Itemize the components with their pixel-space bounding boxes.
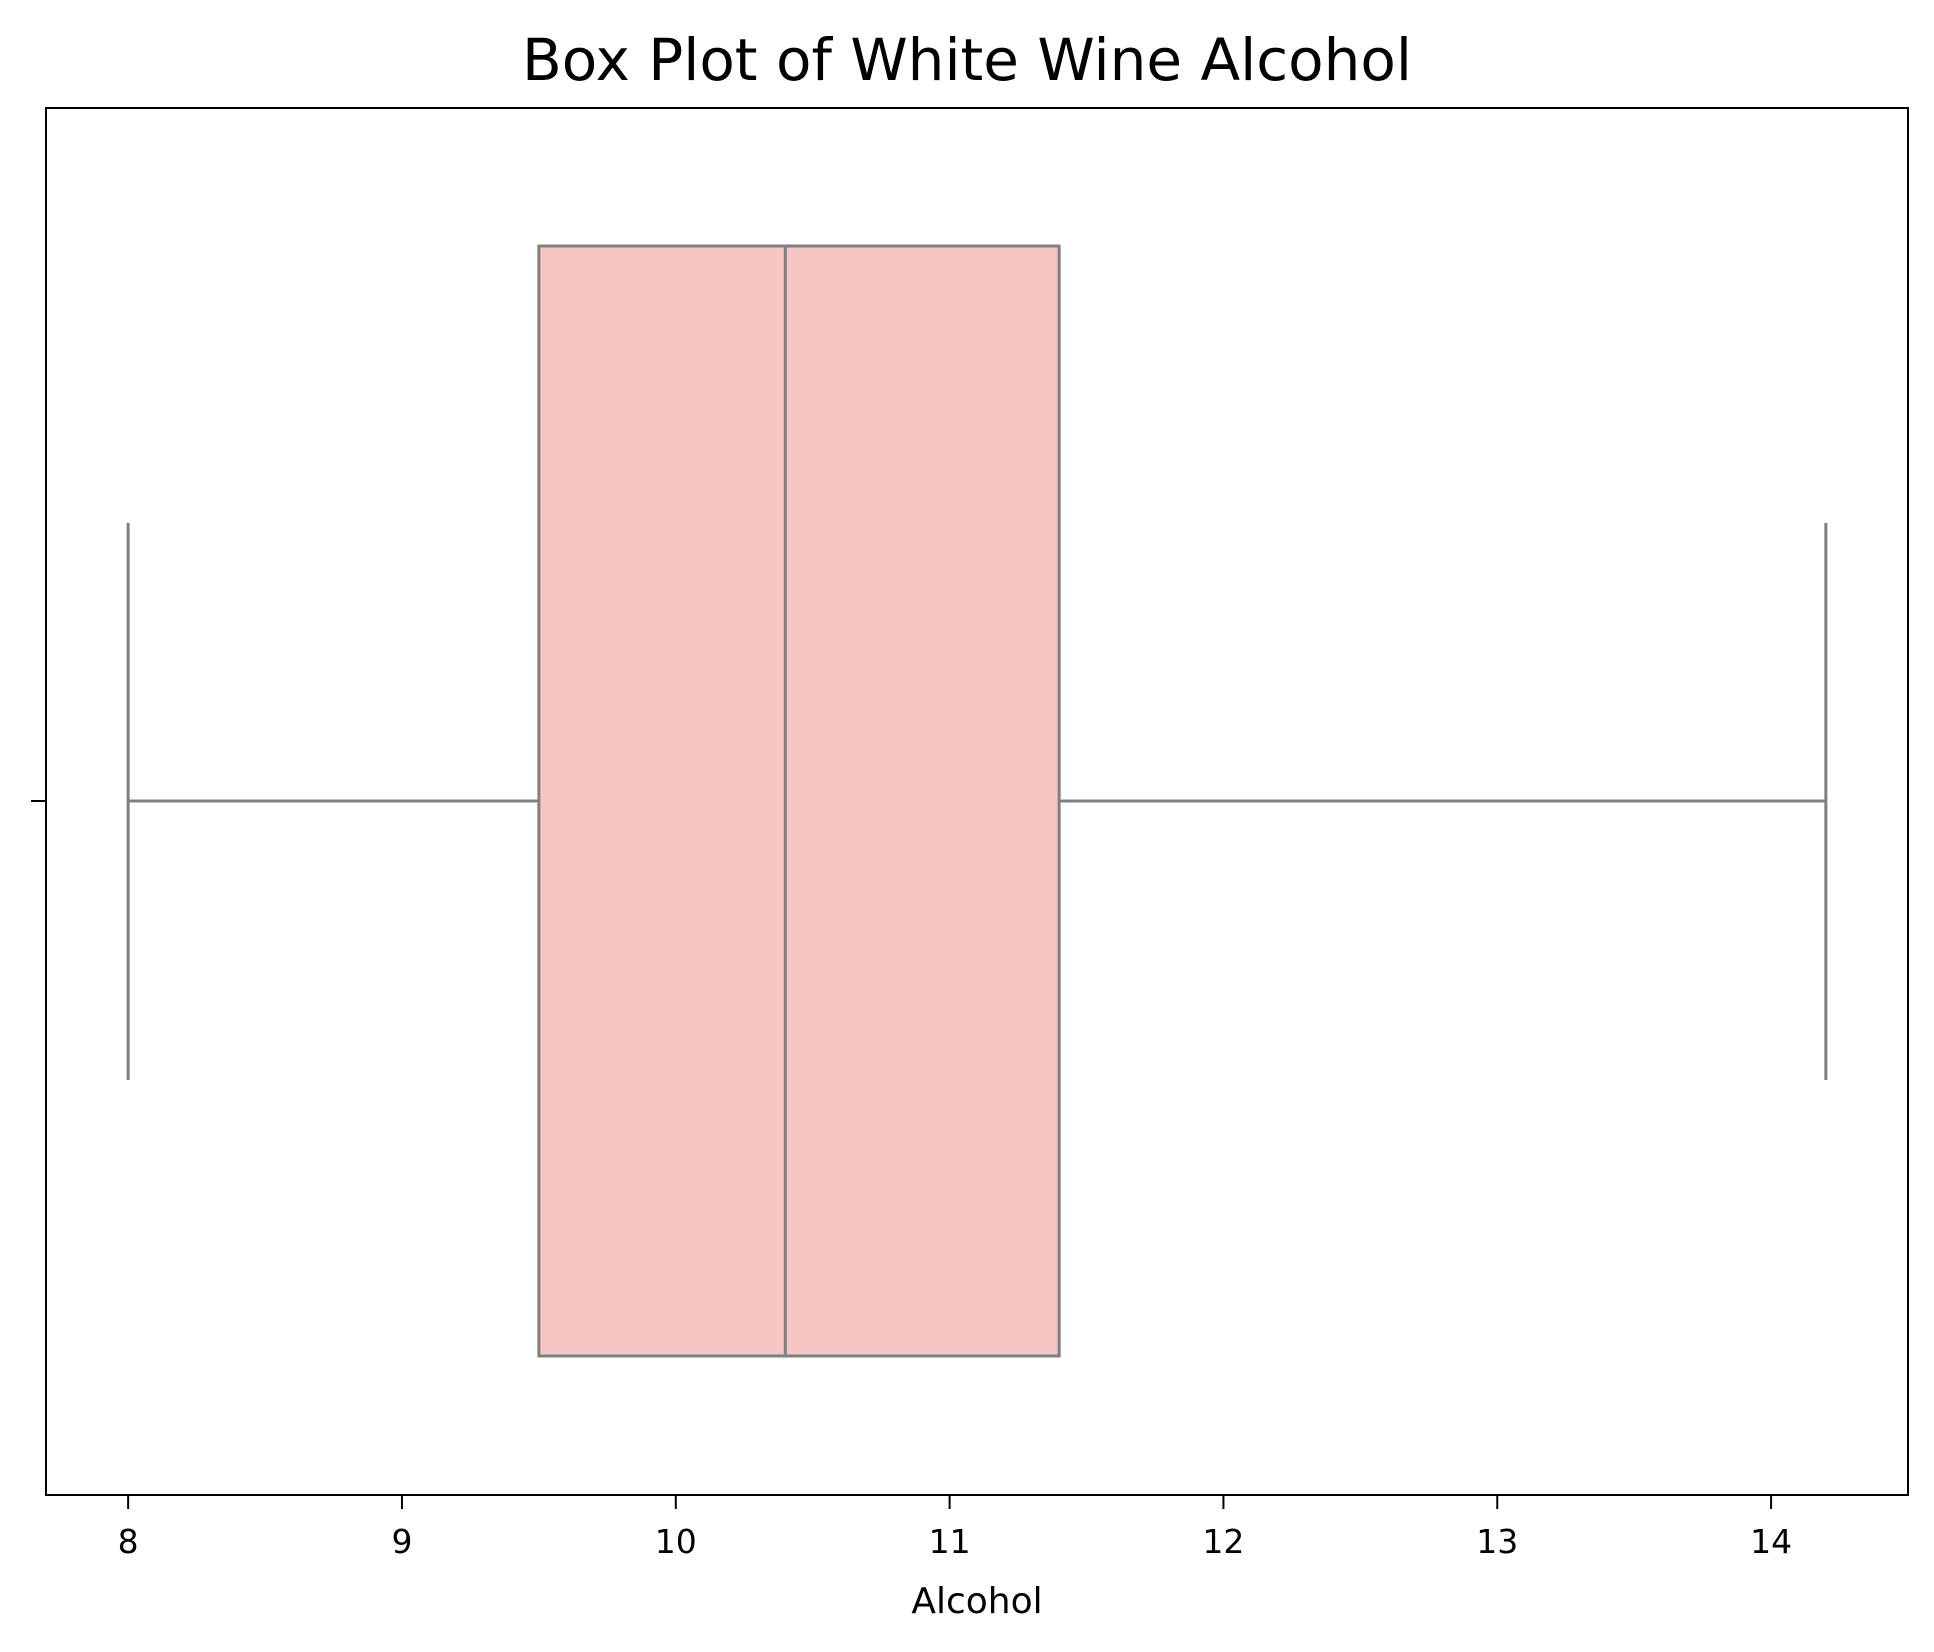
iqr-box <box>537 244 1061 1358</box>
x-axis-ticks: 8 9 10 11 12 13 14 <box>118 1495 1792 1561</box>
x-tick-label: 9 <box>391 1522 412 1561</box>
x-tick-label: 13 <box>1476 1522 1518 1561</box>
plot-area <box>126 244 1828 1358</box>
x-tick-label: 11 <box>929 1522 971 1561</box>
x-axis-label: Alcohol <box>911 1581 1042 1622</box>
x-tick-label: 8 <box>118 1522 139 1561</box>
x-tick-label: 10 <box>655 1522 697 1561</box>
x-tick-label: 14 <box>1750 1522 1792 1561</box>
x-tick-label: 12 <box>1202 1522 1244 1561</box>
chart-title: Box Plot of White Wine Alcohol <box>522 26 1412 94</box>
